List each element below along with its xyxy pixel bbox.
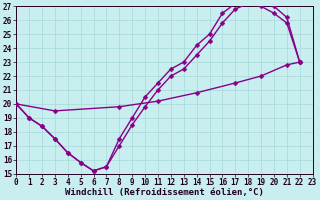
X-axis label: Windchill (Refroidissement éolien,°C): Windchill (Refroidissement éolien,°C) — [65, 188, 264, 197]
